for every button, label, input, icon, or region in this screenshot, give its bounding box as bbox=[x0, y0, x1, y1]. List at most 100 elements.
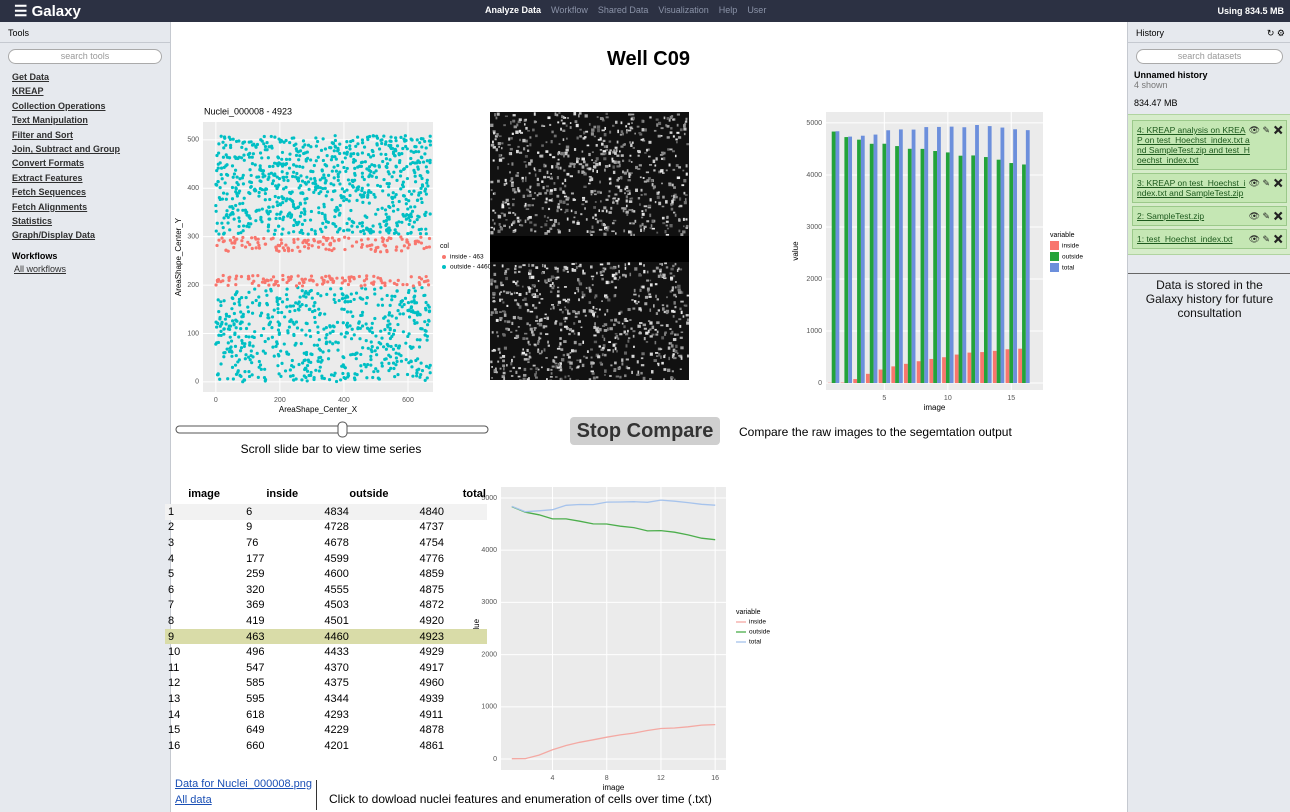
tool-search[interactable]: search tools bbox=[8, 49, 162, 64]
scatter-dot bbox=[359, 364, 362, 367]
nucleus bbox=[648, 141, 651, 144]
history-search[interactable]: search datasets bbox=[1136, 49, 1283, 64]
history-item[interactable]: 👁 ✎ ✖2: SampleTest.zip bbox=[1132, 206, 1287, 226]
scatter-dot bbox=[321, 187, 324, 190]
scatter-dot bbox=[259, 363, 262, 366]
nucleus bbox=[600, 274, 603, 276]
scatter-dot bbox=[342, 229, 345, 232]
history-item[interactable]: 👁 ✎ ✖1: test_Hoechst_index.txt bbox=[1132, 229, 1287, 249]
workflow-link[interactable]: All workflows bbox=[0, 263, 170, 275]
tool-link[interactable]: Statistics bbox=[0, 214, 170, 228]
nucleus bbox=[645, 209, 647, 212]
tool-link[interactable]: Text Manipulation bbox=[0, 113, 170, 127]
scatter-dot bbox=[320, 276, 323, 279]
history-icons[interactable]: ↻ ⚙ bbox=[1267, 22, 1290, 44]
slider-track[interactable] bbox=[176, 426, 488, 433]
nucleus bbox=[574, 311, 576, 313]
scatter-dot bbox=[301, 289, 304, 292]
nucleus bbox=[602, 129, 605, 131]
nucleus bbox=[504, 183, 506, 186]
nucleus bbox=[558, 301, 561, 304]
history-item[interactable]: 👁 ✎ ✖4: KREAP analysis on KREAP on test_… bbox=[1132, 120, 1287, 170]
tool-link[interactable]: Get Data bbox=[0, 70, 170, 84]
scatter-dot bbox=[217, 142, 220, 145]
nucleus bbox=[566, 125, 568, 127]
nucleus bbox=[601, 223, 603, 226]
nucleus bbox=[661, 183, 663, 185]
item-icons[interactable]: 👁 ✎ ✖ bbox=[1249, 178, 1284, 188]
scatter-dot bbox=[234, 319, 237, 322]
nucleus bbox=[648, 296, 651, 298]
item-icons[interactable]: 👁 ✎ ✖ bbox=[1249, 234, 1284, 244]
nucleus bbox=[640, 289, 642, 292]
menu-item[interactable]: Analyze Data bbox=[485, 5, 541, 15]
scatter-dot bbox=[284, 186, 287, 189]
scatter-dot bbox=[324, 275, 327, 278]
nucleus bbox=[575, 316, 578, 318]
scatter-dot bbox=[339, 204, 342, 207]
history-size: 834.47 MB bbox=[1128, 90, 1290, 114]
scatter-dot bbox=[288, 158, 291, 161]
scatter-dot bbox=[253, 330, 256, 333]
nucleus bbox=[554, 322, 556, 325]
nucleus bbox=[673, 315, 675, 318]
menu-item[interactable]: Workflow bbox=[551, 5, 588, 15]
table-cell: 4875 bbox=[416, 582, 487, 598]
scatter-dot bbox=[249, 181, 252, 184]
nucleus bbox=[615, 347, 617, 350]
nucleus bbox=[608, 211, 611, 214]
download-link[interactable]: All data bbox=[175, 794, 212, 806]
menu-item[interactable]: Shared Data bbox=[598, 5, 649, 15]
tool-link[interactable]: Extract Features bbox=[0, 171, 170, 185]
compare-button[interactable]: Stop Compare bbox=[570, 417, 720, 445]
nucleus bbox=[675, 286, 677, 288]
scatter-dot bbox=[251, 156, 254, 159]
nucleus bbox=[491, 198, 493, 200]
tool-link[interactable]: KREAP bbox=[0, 84, 170, 98]
scatter-dot bbox=[276, 364, 279, 367]
menu-item[interactable]: Visualization bbox=[658, 5, 708, 15]
scatter-dot bbox=[286, 214, 289, 217]
scatter-dot bbox=[375, 176, 378, 179]
menu-item[interactable]: User bbox=[747, 5, 766, 15]
slider-knob[interactable] bbox=[338, 422, 347, 437]
item-icons[interactable]: 👁 ✎ ✖ bbox=[1249, 211, 1284, 221]
item-icons[interactable]: 👁 ✎ ✖ bbox=[1249, 125, 1284, 135]
nucleus bbox=[511, 184, 514, 187]
nucleus bbox=[492, 350, 494, 352]
history-item[interactable]: 👁 ✎ ✖3: KREAP on test_Hoechst_index.txt … bbox=[1132, 173, 1287, 203]
nucleus bbox=[583, 131, 585, 134]
scatter-dot bbox=[222, 192, 225, 195]
bar-chart: 01000200030004000500051015imagevaluevari… bbox=[791, 92, 1126, 432]
scatter-dot bbox=[355, 240, 358, 243]
menu-item[interactable]: Help bbox=[719, 5, 738, 15]
table-cell: 12 bbox=[165, 676, 243, 692]
brand[interactable]: ☰ Galaxy bbox=[14, 2, 81, 20]
download-link[interactable]: Data for Nuclei_000008.png bbox=[175, 778, 312, 790]
table-row: 1648344840 bbox=[165, 504, 487, 520]
nucleus bbox=[650, 335, 653, 337]
image-band bbox=[490, 236, 689, 262]
nucleus bbox=[591, 365, 593, 368]
nucleus bbox=[562, 122, 565, 124]
table-cell: 7 bbox=[165, 598, 243, 614]
slider[interactable] bbox=[174, 420, 494, 440]
tool-link[interactable]: Fetch Sequences bbox=[0, 185, 170, 199]
nucleus bbox=[595, 214, 597, 217]
nucleus bbox=[555, 165, 558, 168]
tool-link[interactable]: Fetch Alignments bbox=[0, 200, 170, 214]
scatter-dot bbox=[360, 246, 363, 249]
scatter-dot bbox=[268, 206, 271, 209]
nucleus bbox=[632, 209, 634, 212]
nucleus bbox=[490, 181, 493, 183]
tool-link[interactable]: Convert Formats bbox=[0, 156, 170, 170]
scatter-dot bbox=[217, 163, 220, 166]
tool-link[interactable]: Join, Subtract and Group bbox=[0, 142, 170, 156]
scatter-dot bbox=[276, 175, 279, 178]
tool-link[interactable]: Filter and Sort bbox=[0, 128, 170, 142]
nucleus bbox=[600, 362, 603, 364]
brand-text[interactable]: Galaxy bbox=[32, 3, 81, 20]
tool-link[interactable]: Graph/Display Data bbox=[0, 228, 170, 242]
tool-link[interactable]: Collection Operations bbox=[0, 99, 170, 113]
scatter-dot bbox=[374, 238, 377, 241]
